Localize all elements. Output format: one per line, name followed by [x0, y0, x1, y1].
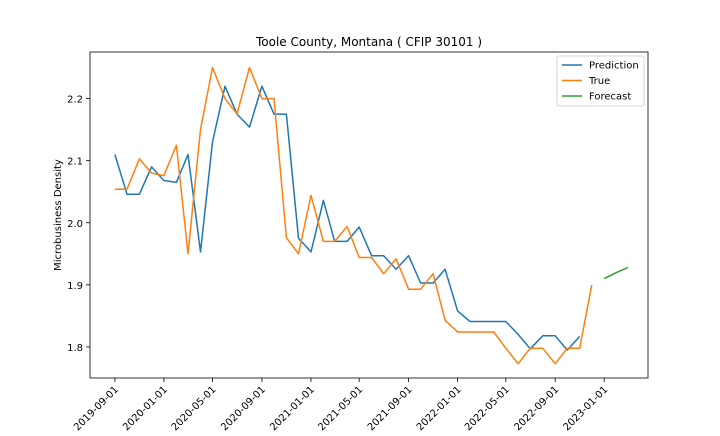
series-line-true — [114, 66, 593, 365]
y-axis: 1.8 1.9 2.0 2.1 2.2 — [67, 95, 90, 354]
y-tick-label: 1.9 — [67, 281, 83, 292]
x-tick-label: 2020-05-01 — [170, 384, 219, 432]
x-tick-label: 2022-05-01 — [463, 384, 512, 432]
x-tick-label: 2023-01-01 — [561, 384, 610, 432]
plot-frame — [89, 51, 649, 379]
y-tick-label: 1.8 — [67, 343, 83, 354]
x-tick-label: 2021-09-01 — [366, 384, 415, 432]
x-tick-label: 2021-01-01 — [268, 384, 317, 432]
chart-title: Toole County, Montana ( CFIP 30101 ) — [255, 35, 482, 49]
legend: Prediction True Forecast — [556, 55, 645, 107]
legend-box — [556, 55, 645, 107]
legend-label: True — [588, 76, 610, 87]
x-tick-label: 2022-01-01 — [415, 384, 464, 432]
plot-lines — [114, 66, 629, 365]
x-tick-label: 2020-09-01 — [219, 384, 268, 432]
series-line-prediction — [114, 85, 581, 351]
y-axis-label: Microbusiness Density — [53, 159, 64, 271]
y-tick-label: 2.1 — [67, 157, 83, 168]
x-tick-label: 2022-09-01 — [512, 384, 561, 432]
series-line-forecast — [603, 266, 629, 280]
x-tick-label: 2019-09-01 — [72, 384, 121, 432]
x-tick-label: 2020-01-01 — [121, 384, 170, 432]
y-tick-label: 2.2 — [67, 95, 83, 106]
y-tick-label: 2.0 — [67, 219, 83, 230]
legend-label: Prediction — [589, 61, 639, 72]
legend-label: Forecast — [589, 92, 631, 103]
x-tick-label: 2021-05-01 — [316, 384, 365, 432]
x-axis: 2019-09-01 2020-01-01 2020-05-01 2020-09-01… — [72, 378, 610, 433]
